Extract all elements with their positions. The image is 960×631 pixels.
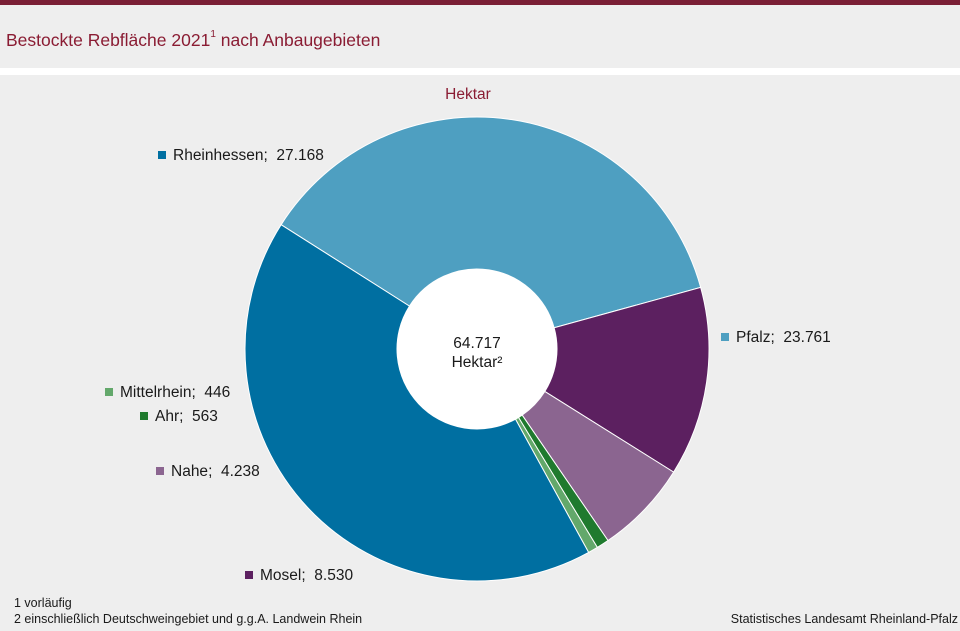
legend-swatch xyxy=(721,333,729,341)
top-accent-bar xyxy=(0,0,960,5)
label-ahr: Ahr; 563 xyxy=(140,408,218,426)
legend-swatch xyxy=(245,571,253,579)
unit-label: Hektar xyxy=(445,86,491,103)
source-note: Statistisches Landesamt Rheinland-Pfalz xyxy=(730,612,958,626)
label-mittelrhein: Mittelrhein; 446 xyxy=(105,384,230,402)
center-total: 64.717 Hektar² xyxy=(417,334,537,372)
legend-swatch xyxy=(140,412,148,420)
footnote-1: 1 vorläufig xyxy=(14,596,72,610)
label-rheinhessen: Rheinhessen; 27.168 xyxy=(158,147,324,165)
legend-swatch xyxy=(158,151,166,159)
divider xyxy=(0,68,960,75)
label-mosel: Mosel; 8.530 xyxy=(245,567,353,585)
donut-hole xyxy=(397,269,557,429)
chart-title: Bestockte Rebfläche 20211 nach Anbaugebi… xyxy=(6,29,381,50)
footnote-2: 2 einschließlich Deutschweingebiet und g… xyxy=(14,612,363,626)
title-footnote-marker: 1 xyxy=(210,29,216,41)
header: Bestockte Rebfläche 20211 nach Anbaugebi… xyxy=(0,5,960,68)
total-value: 64.717 xyxy=(453,335,501,352)
label-nahe: Nahe; 4.238 xyxy=(156,463,260,481)
total-unit: Hektar² xyxy=(451,354,503,371)
label-pfalz: Pfalz; 23.761 xyxy=(721,329,831,347)
legend-swatch xyxy=(156,467,164,475)
legend-swatch xyxy=(105,388,113,396)
